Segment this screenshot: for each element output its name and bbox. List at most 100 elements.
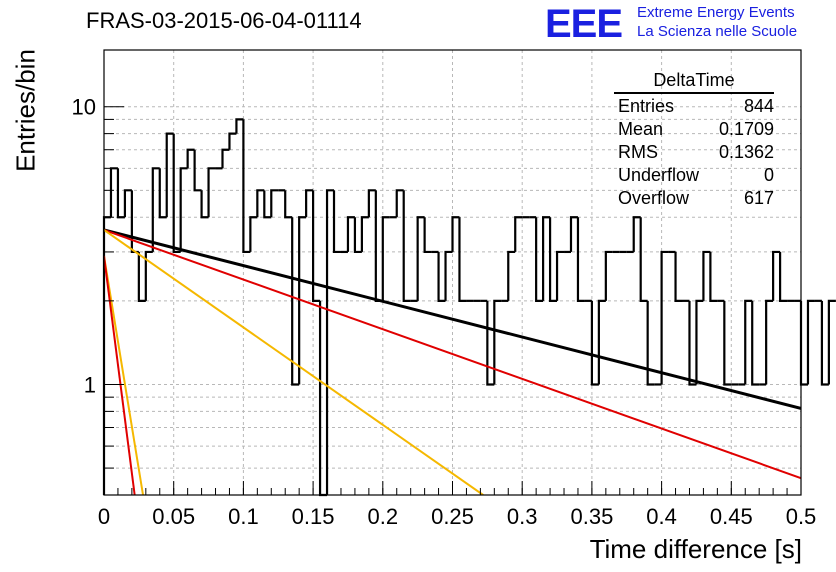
histogram-bin bbox=[367, 189, 376, 218]
x-tick-label: 0.3 bbox=[507, 504, 538, 529]
histogram-bin bbox=[270, 189, 279, 218]
histogram-bin bbox=[493, 299, 502, 385]
histogram-bin bbox=[151, 167, 160, 252]
histogram-bin bbox=[291, 217, 300, 386]
stats-title: DeltaTime bbox=[614, 70, 774, 94]
x-tick-label: 0.5 bbox=[786, 504, 817, 529]
histogram-bin bbox=[325, 189, 335, 495]
histogram-bin bbox=[200, 190, 209, 219]
eee-logo: EEE bbox=[545, 2, 623, 46]
x-tick-label: 0.05 bbox=[152, 504, 195, 529]
x-tick-label: 0.1 bbox=[228, 504, 259, 529]
x-tick-label: 0.15 bbox=[292, 504, 335, 529]
histogram-bin bbox=[674, 251, 683, 302]
stats-row-rms: RMS 0.1362 bbox=[618, 142, 774, 162]
histogram-bin bbox=[569, 216, 578, 252]
histogram-bin bbox=[576, 217, 585, 302]
histogram-bin bbox=[827, 299, 836, 385]
x-tick-label: 0.25 bbox=[431, 504, 474, 529]
histogram-bin bbox=[221, 148, 230, 169]
histogram-bin bbox=[298, 216, 307, 385]
histogram-bin bbox=[249, 216, 258, 252]
histogram-bin bbox=[604, 250, 613, 301]
x-tick-label: 0.45 bbox=[710, 504, 753, 529]
histogram-bin bbox=[193, 149, 202, 192]
histogram-bin bbox=[772, 250, 781, 301]
logo-line-1: Extreme Energy Events bbox=[637, 4, 795, 21]
fit-line bbox=[104, 255, 145, 495]
histogram-bin bbox=[535, 217, 544, 302]
stats-row-overflow: Overflow 617 bbox=[618, 188, 774, 208]
x-tick-label: 0.35 bbox=[570, 504, 613, 529]
histogram-bin bbox=[590, 300, 599, 386]
fit-line bbox=[104, 228, 801, 410]
stats-row-underflow: Underflow 0 bbox=[618, 165, 774, 185]
histogram-bin bbox=[778, 251, 788, 302]
histogram-bin bbox=[820, 300, 829, 386]
histogram-bin bbox=[116, 168, 125, 219]
histogram-bin bbox=[688, 300, 697, 386]
histogram-bin bbox=[179, 167, 188, 252]
histogram-bin bbox=[312, 190, 321, 302]
x-tick-label: 0.4 bbox=[646, 504, 677, 529]
x-tick-label: 0 bbox=[98, 504, 110, 529]
histogram-bin bbox=[165, 132, 174, 218]
histogram-bin bbox=[437, 251, 446, 302]
logo-text: Extreme Energy Events La Scienza nelle S… bbox=[637, 3, 797, 41]
histogram-bin bbox=[353, 217, 362, 254]
histogram-bin bbox=[695, 299, 704, 385]
histogram-bin bbox=[235, 118, 244, 134]
histogram-bin bbox=[228, 132, 237, 150]
histogram-bin bbox=[144, 250, 153, 301]
histogram-bin bbox=[555, 250, 565, 301]
histogram-bin bbox=[709, 251, 718, 302]
histogram-bin bbox=[514, 216, 523, 252]
histogram-bin bbox=[597, 299, 606, 385]
fit-line bbox=[104, 255, 136, 495]
plot-title: FRAS-03-2015-06-04-01114 bbox=[86, 8, 362, 33]
y-tick-label: 1 bbox=[84, 372, 96, 397]
histogram-bin bbox=[744, 299, 753, 385]
histogram-bin bbox=[332, 190, 341, 254]
histogram-bin bbox=[172, 133, 181, 254]
y-tick-label: 10 bbox=[72, 95, 96, 120]
histogram-bin bbox=[723, 300, 732, 386]
histogram-bin bbox=[207, 167, 216, 218]
histogram-bin bbox=[123, 189, 132, 218]
y-axis-label: Entries/bin bbox=[10, 49, 41, 172]
histogram-bin bbox=[263, 190, 272, 219]
histogram-bin bbox=[242, 119, 251, 254]
histogram-bin bbox=[702, 250, 711, 301]
histogram-bin bbox=[451, 216, 460, 252]
histogram-bin bbox=[646, 300, 655, 386]
stats-row-entries: Entries 844 bbox=[618, 96, 774, 116]
fit-line bbox=[104, 229, 484, 495]
histogram-bin bbox=[186, 148, 195, 169]
histogram-bin bbox=[395, 189, 404, 218]
histogram-bin bbox=[806, 299, 815, 385]
histogram-bin bbox=[765, 299, 774, 385]
histogram-bin bbox=[507, 250, 516, 301]
histogram-bin bbox=[158, 168, 167, 219]
histogram-bin bbox=[346, 216, 355, 252]
histogram-bin bbox=[137, 251, 146, 302]
histogram-bin bbox=[660, 250, 669, 385]
histogram-bin bbox=[381, 216, 390, 301]
histogram-bin bbox=[458, 217, 467, 302]
x-tick-label: 0.2 bbox=[368, 504, 399, 529]
histogram-bin bbox=[305, 189, 314, 218]
histogram-bin bbox=[284, 190, 293, 219]
stats-row-mean: Mean 0.1709 bbox=[618, 119, 774, 139]
fit-lines bbox=[104, 228, 801, 495]
histogram-bin bbox=[416, 216, 425, 301]
histogram-bin bbox=[444, 250, 453, 301]
histogram-bin bbox=[423, 217, 432, 254]
histogram-bin bbox=[360, 216, 369, 252]
histogram-bin bbox=[256, 189, 265, 218]
histogram-bin bbox=[542, 216, 551, 301]
histogram-bin bbox=[751, 300, 760, 386]
logo-line-2: La Scienza nelle Scuole bbox=[637, 23, 798, 40]
histogram-bin bbox=[402, 190, 411, 302]
histogram-bin bbox=[548, 217, 558, 302]
